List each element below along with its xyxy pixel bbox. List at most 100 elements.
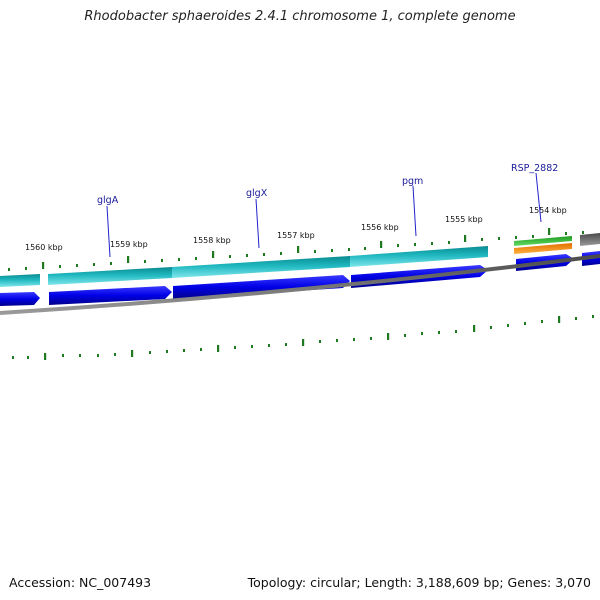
- tick-mark-minor: [319, 340, 321, 343]
- gene-feature-track: [0, 233, 600, 287]
- tick-mark-minor: [25, 267, 27, 270]
- tick-mark-minor: [93, 263, 95, 266]
- tick-mark-major: [42, 262, 45, 269]
- tick-mark-minor: [414, 243, 416, 246]
- tick-mark-minor: [490, 326, 492, 329]
- tick-mark-minor: [370, 337, 372, 340]
- tick-mark-minor: [498, 237, 500, 240]
- tick-mark-major: [44, 353, 47, 360]
- gene-feature-rsp-2882[interactable]: [514, 236, 572, 246]
- tick-mark-minor: [397, 244, 399, 247]
- gene-feature-glgA[interactable]: [48, 267, 172, 285]
- tick-mark-minor: [110, 262, 112, 265]
- tick-mark-minor: [532, 235, 534, 238]
- tick-mark-major: [558, 316, 561, 323]
- tick-mark-minor: [515, 236, 517, 239]
- inner-tick-marks: [12, 315, 594, 360]
- tick-mark-major: [387, 333, 390, 340]
- tick-mark-minor: [144, 260, 146, 263]
- tick-mark-minor: [62, 354, 64, 357]
- tick-mark-minor: [161, 259, 163, 262]
- tick-mark-minor: [166, 350, 168, 353]
- tick-mark-major: [297, 246, 300, 253]
- tick-mark-major: [473, 325, 476, 332]
- tick-mark-minor: [524, 322, 526, 325]
- gene-label-pgm[interactable]: pgm: [402, 176, 423, 187]
- tick-mark-minor: [59, 265, 61, 268]
- tick-mark-major: [302, 339, 305, 346]
- tick-mark-minor: [507, 324, 509, 327]
- tick-mark-minor: [481, 238, 483, 241]
- tick-mark-major: [217, 345, 220, 352]
- outer-tick-marks: [8, 228, 584, 271]
- tick-label-1558-kbp: 1558 kbp: [193, 236, 231, 245]
- tick-mark-minor: [331, 249, 333, 252]
- tick-mark-minor: [421, 332, 423, 335]
- tick-mark-minor: [114, 353, 116, 356]
- tick-label-1555-kbp: 1555 kbp: [445, 215, 483, 224]
- tick-mark-minor: [27, 356, 29, 359]
- tick-mark-minor: [8, 268, 10, 271]
- tick-label-1556-kbp: 1556 kbp: [361, 223, 399, 232]
- tick-mark-minor: [149, 351, 151, 354]
- map-title: Rhodobacter sphaeroides 2.4.1 chromosome…: [84, 9, 516, 24]
- tick-mark-minor: [234, 346, 236, 349]
- cds-arrow[interactable]: [0, 292, 40, 306]
- gene-label-glgA[interactable]: glgA: [97, 195, 119, 206]
- tick-mark-minor: [280, 252, 282, 255]
- cds-arrow-glgX[interactable]: [173, 275, 350, 299]
- tick-mark-minor: [200, 348, 202, 351]
- tick-mark-minor: [268, 344, 270, 347]
- tick-mark-minor: [178, 258, 180, 261]
- genome-summary-text: Topology: circular; Length: 3,188,609 bp…: [247, 575, 591, 590]
- tick-mark-minor: [582, 231, 584, 234]
- tick-mark-minor: [195, 257, 197, 260]
- tick-mark-minor: [12, 356, 14, 359]
- tick-mark-major: [212, 251, 215, 258]
- tick-mark-minor: [285, 343, 287, 346]
- gene-feature-pgm[interactable]: [350, 246, 488, 267]
- tick-mark-minor: [404, 334, 406, 337]
- gene-leader-lines: [106, 172, 542, 258]
- leader-line-glgA: [106, 205, 111, 258]
- tick-mark-minor: [263, 253, 265, 256]
- genome-backbone: [0, 254, 600, 315]
- gene-labels: glgA glgX pgm RSP_2882: [97, 163, 558, 206]
- tick-mark-minor: [314, 250, 316, 253]
- tick-mark-minor: [348, 248, 350, 251]
- tick-mark-minor: [541, 320, 543, 323]
- tick-label-1557-kbp: 1557 kbp: [277, 231, 315, 240]
- tick-mark-minor: [455, 330, 457, 333]
- gray-feature[interactable]: [580, 233, 600, 246]
- tick-mark-minor: [336, 339, 338, 342]
- tick-mark-minor: [251, 345, 253, 348]
- leader-line-pgm: [412, 185, 417, 237]
- leader-line-glgX: [255, 198, 260, 249]
- gene-label-glgX[interactable]: glgX: [246, 188, 268, 199]
- tick-mark-major: [131, 350, 134, 357]
- tick-mark-major: [127, 256, 130, 263]
- tick-mark-minor: [575, 317, 577, 320]
- tick-mark-minor: [183, 349, 185, 352]
- gene-feature-glgX[interactable]: [172, 256, 350, 278]
- tick-mark-minor: [364, 247, 366, 250]
- leader-line-rsp-2882: [535, 172, 542, 223]
- tick-mark-minor: [592, 315, 594, 318]
- gene-label-rsp-2882[interactable]: RSP_2882: [511, 163, 558, 174]
- tick-mark-minor: [79, 354, 81, 357]
- gene-feature-segment[interactable]: [0, 274, 40, 287]
- tick-mark-minor: [246, 254, 248, 257]
- tick-label-1559-kbp: 1559 kbp: [110, 240, 148, 249]
- tick-mark-minor: [353, 338, 355, 341]
- accession-text: Accession: NC_007493: [9, 575, 152, 590]
- tick-mark-minor: [448, 241, 450, 244]
- trna-feature[interactable]: [514, 243, 572, 254]
- tick-mark-minor: [565, 232, 567, 235]
- tick-mark-minor: [438, 331, 440, 334]
- tick-mark-minor: [229, 255, 231, 258]
- cds-arrow-glgA[interactable]: [49, 286, 172, 305]
- tick-mark-minor: [97, 354, 99, 357]
- tick-mark-major: [548, 228, 551, 235]
- tick-mark-major: [380, 241, 383, 248]
